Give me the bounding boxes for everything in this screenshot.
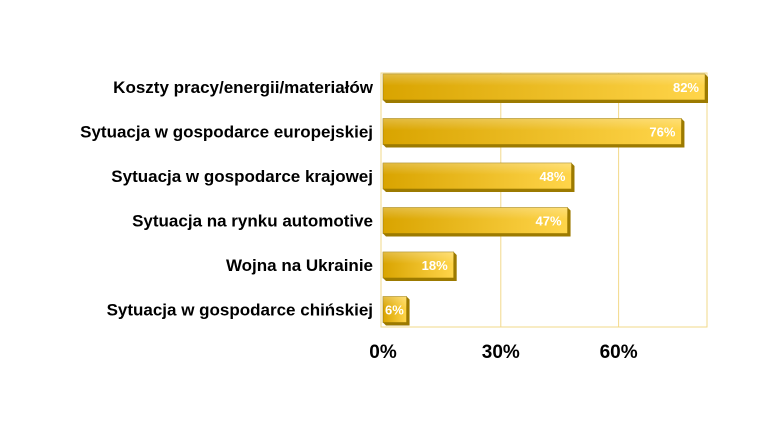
category-label: Sytuacja w gospodarce krajowej <box>111 167 373 186</box>
bar-value-label: 82% <box>673 80 699 95</box>
category-labels: Koszty pracy/energii/materiałów Sytuacja … <box>80 78 374 320</box>
bar-group: 18% <box>382 251 457 281</box>
bars: 82% 76% 48% 47% 18% 6% <box>382 73 708 326</box>
bar-highlight <box>383 74 705 86</box>
x-tick-label: 60% <box>600 342 638 363</box>
bar-highlight <box>383 252 454 264</box>
bar-value-label: 47% <box>536 214 562 229</box>
bar-group: 48% <box>382 162 575 192</box>
bar-value-label: 76% <box>649 125 675 140</box>
x-tick-label: 0% <box>369 342 397 363</box>
bar-group: 76% <box>382 118 685 148</box>
bar-highlight <box>383 296 407 309</box>
bar-highlight <box>383 163 572 175</box>
bar-value-label: 6% <box>385 303 404 318</box>
category-label: Sytuacja na rynku automotive <box>132 212 373 231</box>
category-label: Sytuacja w gospodarce europejskiej <box>80 123 373 142</box>
x-tick-labels: 0% 30% 60% <box>369 342 637 363</box>
bar-value-label: 48% <box>539 169 565 184</box>
bar-group: 6% <box>382 296 410 326</box>
bar-group: 82% <box>382 73 708 103</box>
plot-border <box>380 72 708 328</box>
bar-group: 47% <box>382 207 571 237</box>
bar-highlight <box>383 118 682 131</box>
category-label: Wojna na Ukrainie <box>226 256 373 275</box>
bar-value-label: 18% <box>422 258 448 273</box>
plot-frame <box>380 72 708 328</box>
category-label: Sytuacja w gospodarce chińskiej <box>107 301 373 320</box>
bar-highlight <box>383 207 568 220</box>
grid-lines <box>500 73 620 327</box>
x-tick-label: 30% <box>482 342 520 363</box>
category-label: Koszty pracy/energii/materiałów <box>113 78 374 97</box>
